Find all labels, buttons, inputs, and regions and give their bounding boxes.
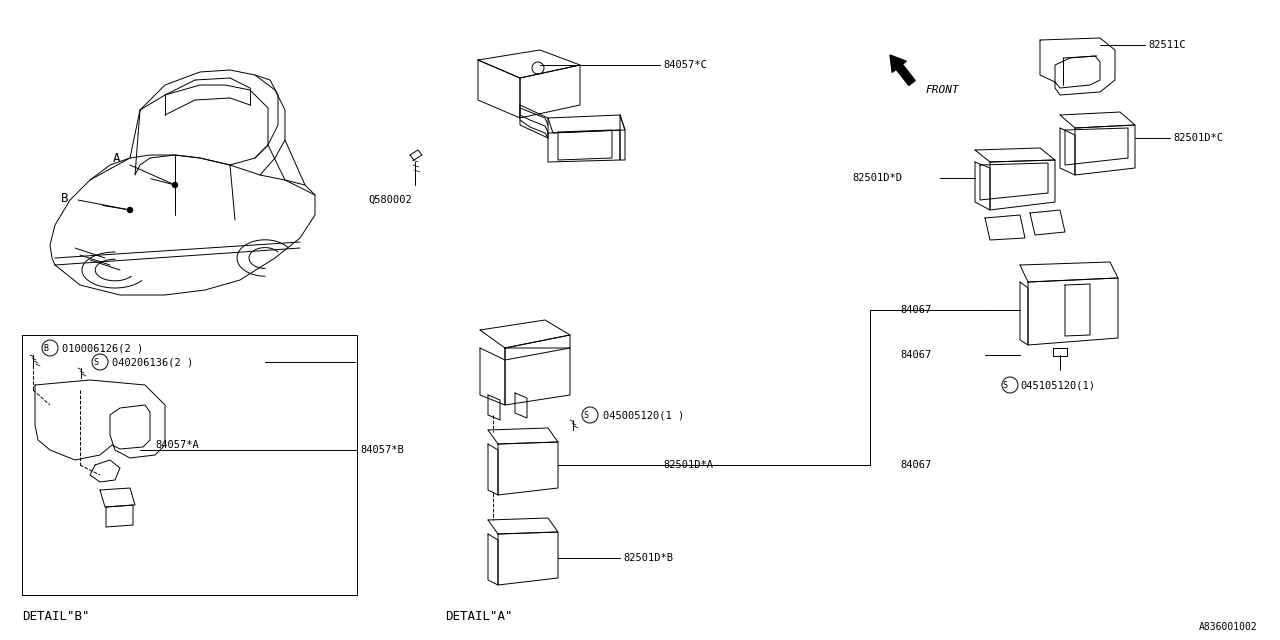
Text: 045105120(1): 045105120(1) [1020, 380, 1094, 390]
Text: 82501D*B: 82501D*B [623, 553, 673, 563]
Text: 84057*B: 84057*B [360, 445, 403, 455]
Text: 84057*A: 84057*A [155, 440, 198, 450]
Text: B: B [44, 344, 49, 353]
Text: DETAIL"B": DETAIL"B" [22, 610, 90, 623]
Text: 84067: 84067 [900, 350, 932, 360]
Text: Q580002: Q580002 [369, 195, 412, 205]
Text: A836001002: A836001002 [1199, 622, 1258, 632]
Text: S: S [1002, 381, 1007, 390]
FancyArrow shape [890, 55, 915, 86]
Text: 045005120(1 ): 045005120(1 ) [603, 410, 685, 420]
Text: S: S [93, 358, 99, 367]
Text: B: B [60, 191, 68, 205]
Text: 040206136(2 ): 040206136(2 ) [113, 357, 193, 367]
Text: 82501D*D: 82501D*D [852, 173, 902, 183]
Text: A: A [113, 152, 120, 164]
Text: 84067: 84067 [900, 460, 932, 470]
Circle shape [128, 207, 133, 212]
Text: 82511C: 82511C [1148, 40, 1185, 50]
Text: 84057*C: 84057*C [663, 60, 707, 70]
Circle shape [173, 182, 178, 188]
Text: 84067: 84067 [900, 305, 932, 315]
Text: 010006126(2 ): 010006126(2 ) [61, 343, 143, 353]
Text: 82501D*C: 82501D*C [1172, 133, 1222, 143]
Text: 82501D*A: 82501D*A [663, 460, 713, 470]
Text: FRONT: FRONT [925, 85, 959, 95]
Bar [22, 335, 357, 595]
Text: DETAIL"A": DETAIL"A" [445, 610, 512, 623]
Text: S: S [584, 410, 589, 419]
